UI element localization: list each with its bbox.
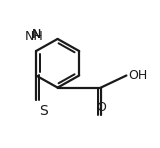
Text: OH: OH [128,69,147,82]
Text: O: O [96,101,106,114]
Text: S: S [39,104,48,118]
Text: N: N [31,28,41,41]
Text: NH: NH [25,30,44,43]
Text: N: N [31,28,41,41]
